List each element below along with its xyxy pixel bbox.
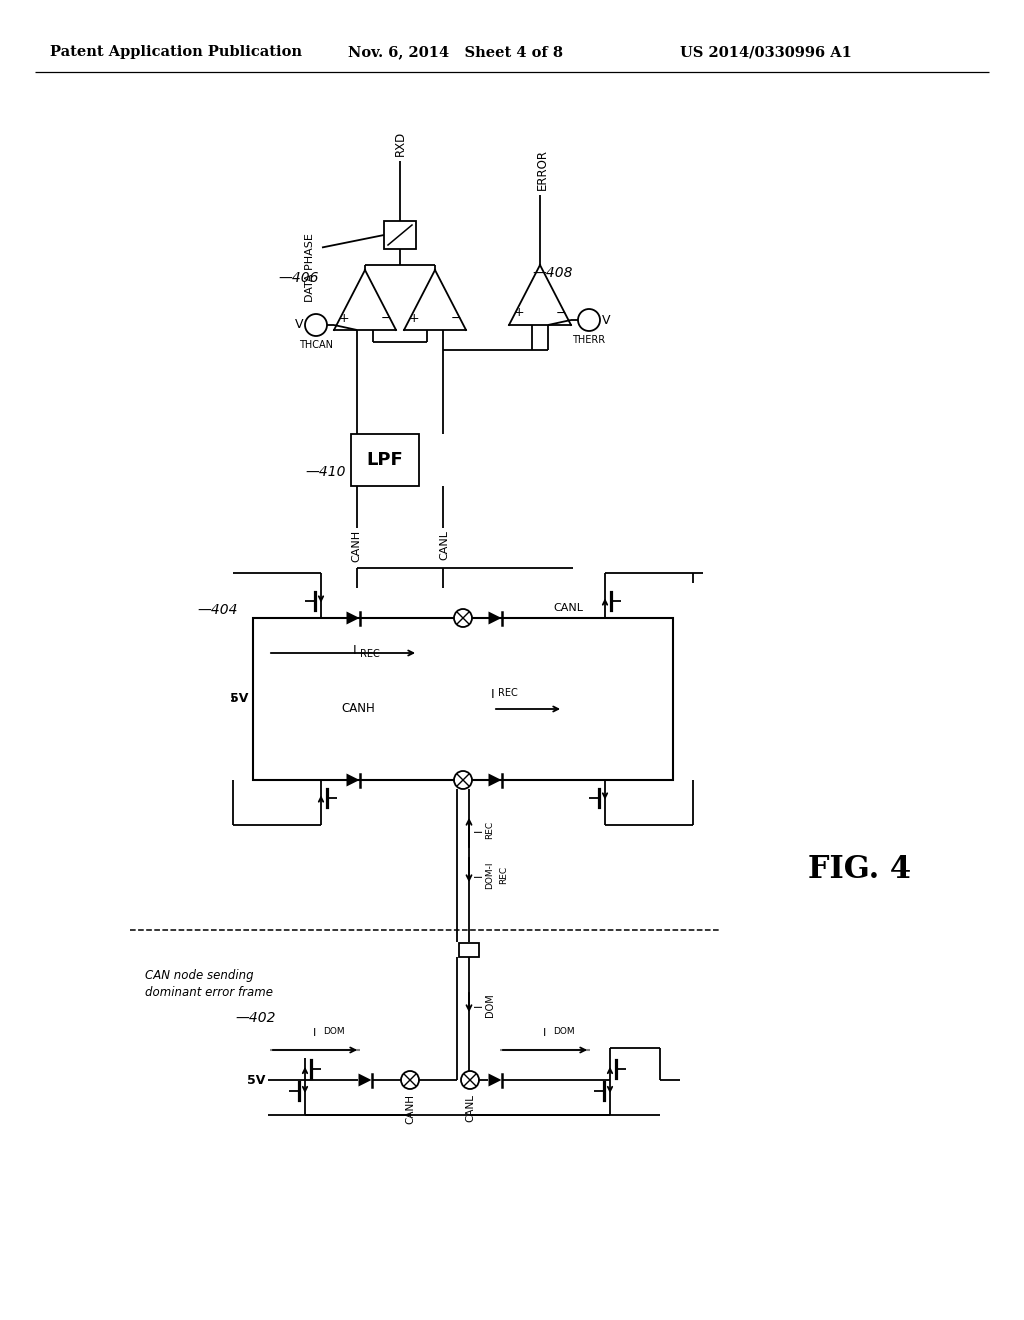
Text: +: +	[339, 312, 349, 325]
Text: DOM: DOM	[553, 1027, 574, 1036]
Text: I: I	[313, 1028, 316, 1038]
Text: I: I	[474, 1003, 484, 1007]
Text: CAN node sending: CAN node sending	[145, 969, 254, 982]
Text: —408: —408	[532, 267, 572, 280]
Circle shape	[578, 309, 600, 331]
Text: CANL: CANL	[439, 531, 449, 560]
Text: I: I	[490, 689, 495, 701]
Text: CANL: CANL	[465, 1094, 475, 1122]
Circle shape	[454, 771, 472, 789]
Text: ERROR: ERROR	[536, 149, 549, 190]
Text: 5V: 5V	[229, 693, 248, 705]
Text: +: +	[514, 306, 524, 319]
Text: −: −	[451, 312, 461, 325]
Text: CANH: CANH	[341, 702, 375, 715]
Bar	[253, 618, 673, 780]
Circle shape	[305, 314, 327, 337]
Text: REC: REC	[485, 821, 494, 840]
Polygon shape	[346, 774, 359, 787]
Text: —404: —404	[198, 603, 238, 616]
Text: DOM: DOM	[323, 1027, 345, 1036]
Polygon shape	[358, 1073, 372, 1086]
Circle shape	[461, 1071, 479, 1089]
Polygon shape	[488, 774, 502, 787]
Text: —406: —406	[278, 271, 318, 285]
Text: REC: REC	[360, 649, 380, 659]
Text: THERR: THERR	[572, 335, 605, 345]
Text: FIG. 4: FIG. 4	[808, 854, 911, 886]
Text: REC: REC	[499, 866, 508, 884]
Polygon shape	[488, 611, 502, 624]
Text: V: V	[602, 314, 610, 326]
Text: REC: REC	[498, 688, 518, 698]
Text: I: I	[353, 644, 356, 657]
Text: −: −	[381, 312, 391, 325]
Text: CANL: CANL	[553, 603, 583, 612]
Text: CANH: CANH	[406, 1094, 415, 1125]
Text: +: +	[409, 312, 419, 325]
Text: LPF: LPF	[367, 451, 403, 469]
Circle shape	[454, 609, 472, 627]
Bar	[351, 434, 419, 486]
Text: 5V: 5V	[247, 1073, 265, 1086]
Bar	[384, 220, 416, 249]
Circle shape	[401, 1071, 419, 1089]
Text: Patent Application Publication: Patent Application Publication	[50, 45, 302, 59]
Text: CANH: CANH	[351, 531, 361, 562]
Text: DATA PHASE: DATA PHASE	[305, 234, 315, 302]
Text: I: I	[474, 874, 484, 876]
Text: DOM: DOM	[485, 993, 495, 1016]
Polygon shape	[346, 611, 359, 624]
Text: I: I	[544, 1028, 547, 1038]
Text: −: −	[556, 306, 566, 319]
Text: V: V	[295, 318, 303, 331]
Text: dominant error frame: dominant error frame	[145, 986, 273, 999]
Text: RXD: RXD	[393, 131, 407, 156]
Polygon shape	[488, 1073, 502, 1086]
Text: Nov. 6, 2014   Sheet 4 of 8: Nov. 6, 2014 Sheet 4 of 8	[347, 45, 562, 59]
Text: —402: —402	[234, 1011, 275, 1026]
Bar	[459, 942, 479, 957]
Text: US 2014/0330996 A1: US 2014/0330996 A1	[680, 45, 852, 59]
Text: DOM-I: DOM-I	[485, 861, 494, 888]
Text: I: I	[474, 829, 484, 832]
Text: THCAN: THCAN	[299, 341, 333, 350]
Text: —410: —410	[305, 465, 346, 479]
